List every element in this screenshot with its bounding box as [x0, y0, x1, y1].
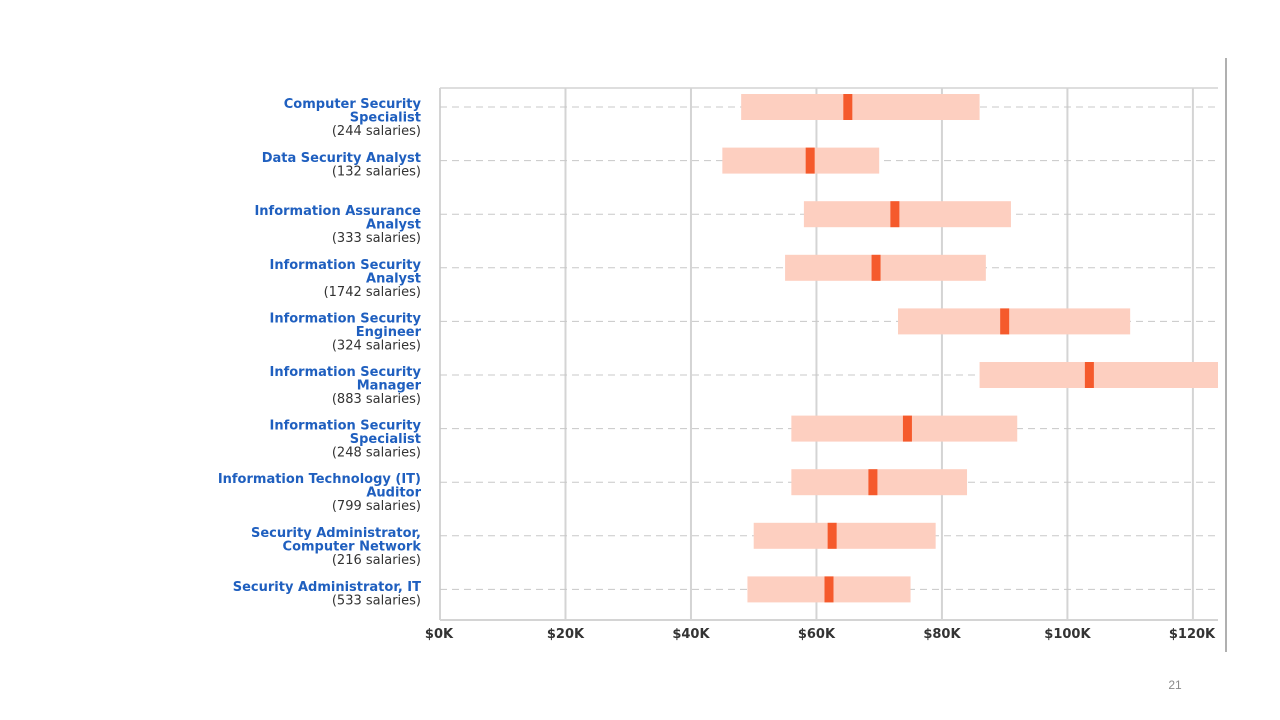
x-tick-label: $20K — [547, 627, 585, 642]
job-title-line: Analyst — [366, 271, 421, 286]
job-title-line: Security Administrator, IT — [233, 580, 421, 595]
salary-count-label: (216 salaries) — [332, 553, 421, 568]
salary-count-label: (244 salaries) — [332, 124, 421, 139]
job-title-line: Computer Security — [284, 97, 422, 112]
salary-range-bar — [722, 147, 880, 174]
salary-count-label: (1742 salaries) — [324, 285, 421, 300]
salary-range-bar — [785, 254, 986, 281]
median-marker — [871, 254, 881, 281]
salary-range-bar — [753, 522, 936, 549]
job-title-line: Information Security — [270, 258, 422, 273]
job-title-line: Analyst — [366, 218, 421, 233]
job-title-line: Specialist — [350, 432, 421, 447]
job-title-line: Information Technology (IT) — [218, 472, 421, 487]
x-tick-label: $40K — [672, 627, 710, 642]
median-marker — [890, 201, 900, 228]
plot-frame — [439, 58, 1227, 652]
x-tick-label: $100K — [1044, 627, 1091, 642]
job-title-line: Manager — [357, 379, 422, 394]
job-title-line: Engineer — [356, 325, 422, 340]
job-title-line: Information Security — [270, 365, 422, 380]
median-marker — [843, 94, 853, 120]
x-tick-label: $120K — [1169, 627, 1216, 642]
salary-range-bar — [979, 362, 1218, 388]
median-marker — [868, 469, 878, 496]
salary-range-bar — [898, 308, 1131, 335]
salary-count-label: (132 salaries) — [332, 165, 421, 180]
median-marker — [1000, 308, 1010, 335]
salary-count-label: (799 salaries) — [332, 499, 421, 514]
job-title-line: Information Security — [270, 311, 422, 326]
median-marker — [827, 522, 837, 549]
median-marker — [824, 576, 834, 603]
median-marker — [805, 147, 815, 174]
median-marker — [902, 415, 912, 442]
salary-count-label: (324 salaries) — [332, 338, 421, 353]
x-tick-label: $80K — [923, 627, 961, 642]
job-title-line: Information Security — [270, 419, 422, 434]
salary-count-label: (883 salaries) — [332, 392, 421, 407]
salary-range-bar — [803, 201, 1011, 228]
salary-count-label: (533 salaries) — [332, 593, 421, 608]
salary-range-bar — [741, 94, 980, 120]
x-tick-label: $60K — [798, 627, 836, 642]
salary-range-bar — [791, 469, 968, 496]
job-title-line: Computer Network — [283, 539, 422, 554]
job-title-line: Data Security Analyst — [262, 151, 421, 166]
row-guide-lines — [440, 106, 1218, 590]
salary-ranges — [722, 94, 1218, 603]
salary-count-label: (333 salaries) — [332, 231, 421, 246]
job-title-line: Information Assurance — [254, 204, 421, 219]
job-title-line: Specialist — [350, 111, 421, 126]
page-number: 21 — [1168, 678, 1182, 692]
salary-count-label: (248 salaries) — [332, 446, 421, 461]
grid-lines — [564, 88, 1194, 620]
job-title-line: Security Administrator, — [251, 526, 421, 541]
x-axis-ticks: $0K $20K $40K $60K $80K $100K $120K — [425, 627, 1216, 642]
job-title-line: Auditor — [366, 486, 421, 501]
x-tick-label: $0K — [425, 627, 454, 642]
median-marker — [1084, 362, 1094, 388]
